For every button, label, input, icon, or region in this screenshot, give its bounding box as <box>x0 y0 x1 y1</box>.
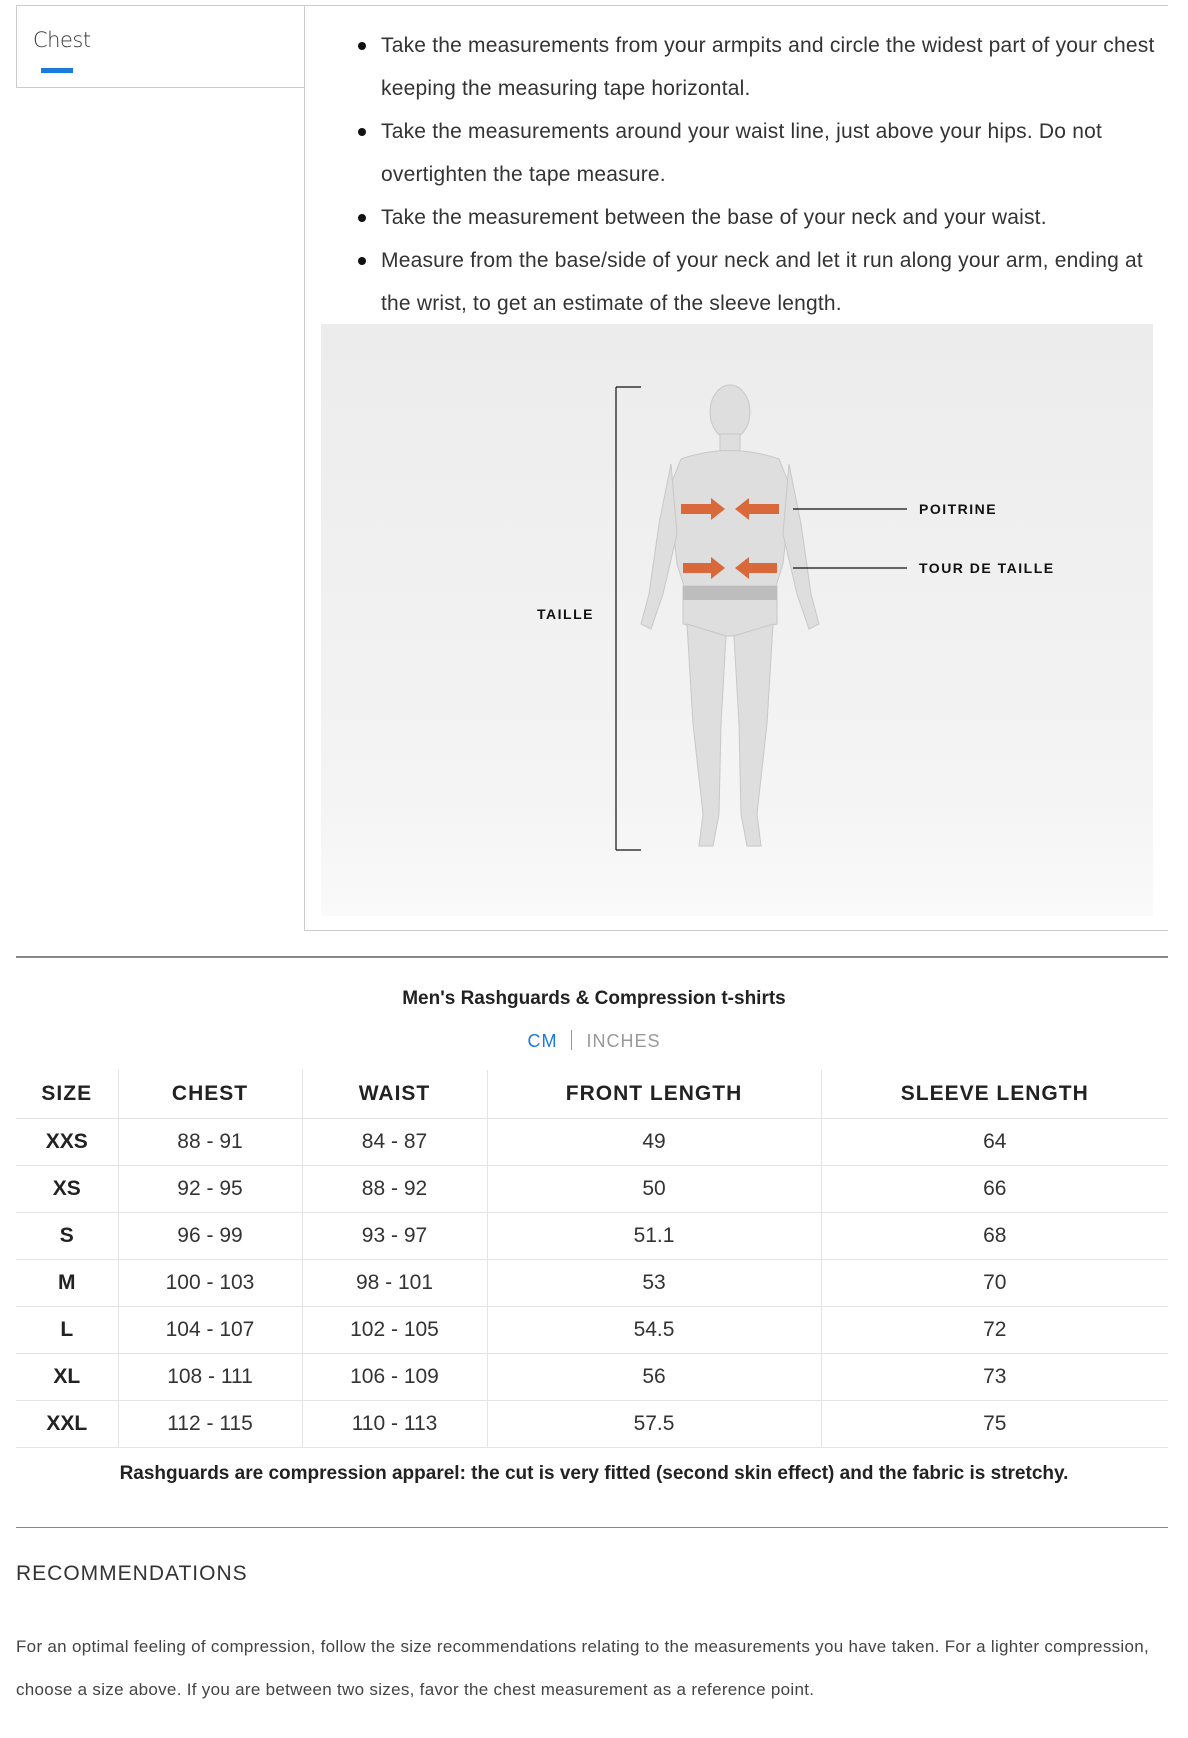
unit-separator <box>571 1030 573 1050</box>
unit-cm-button[interactable]: CM <box>527 1031 558 1051</box>
measurement-figure: POITRINE TOUR DE TAILLE TAILLE <box>321 324 1153 916</box>
chest-cell: 96 - 99 <box>118 1212 303 1260</box>
chest-cell: 100 - 103 <box>118 1259 303 1307</box>
table-header-row: SIZE CHEST WAIST FRONT LENGTH SLEEVE LEN… <box>16 1070 1168 1119</box>
waist-cell: 88 - 92 <box>302 1165 488 1213</box>
waist-cell: 84 - 87 <box>302 1118 488 1166</box>
waist-cell: 110 - 113 <box>302 1400 488 1448</box>
size-cell: M <box>16 1259 119 1307</box>
instruction-waist: Take the measurements around your waist … <box>358 110 1171 196</box>
waist-cell: 102 - 105 <box>302 1306 488 1354</box>
recommendations-text: For an optimal feeling of compression, f… <box>16 1637 1150 1699</box>
recommendations-heading: RECOMMENDATIONS <box>16 1562 248 1585</box>
sleeve-length-cell: 68 <box>821 1212 1168 1260</box>
header-front-length: FRONT LENGTH <box>487 1070 822 1119</box>
waist-cell: 98 - 101 <box>302 1259 488 1307</box>
instruction-chest: Take the measurements from your armpits … <box>358 24 1171 110</box>
waist-cell: 106 - 109 <box>302 1353 488 1401</box>
table-row: S 96 - 99 93 - 97 51.1 68 <box>16 1212 1168 1260</box>
front-length-cell: 51.1 <box>487 1212 822 1260</box>
unit-toggle: CM INCHES <box>0 1030 1188 1052</box>
front-length-cell: 54.5 <box>487 1306 822 1354</box>
header-size: SIZE <box>16 1070 119 1119</box>
front-length-cell: 50 <box>487 1165 822 1213</box>
table-row: L 104 - 107 102 - 105 54.5 72 <box>16 1306 1168 1354</box>
sleeve-length-cell: 75 <box>821 1400 1168 1448</box>
front-length-cell: 53 <box>487 1259 822 1307</box>
sleeve-length-cell: 73 <box>821 1353 1168 1401</box>
front-length-cell: 49 <box>487 1118 822 1166</box>
table-row: XXL 112 - 115 110 - 113 57.5 75 <box>16 1400 1168 1448</box>
sleeve-length-cell: 72 <box>821 1306 1168 1354</box>
divider <box>16 1527 1168 1528</box>
size-chart-note: Rashguards are compression apparel: the … <box>119 1463 1069 1484</box>
instruction-sleeve-length: Measure from the base/side of your neck … <box>358 239 1171 325</box>
chest-label: POITRINE <box>919 501 997 517</box>
height-label: TAILLE <box>537 606 594 622</box>
chest-cell: 112 - 115 <box>118 1400 303 1448</box>
size-cell: XXS <box>16 1118 119 1166</box>
sleeve-length-cell: 64 <box>821 1118 1168 1166</box>
size-chart-table: SIZE CHEST WAIST FRONT LENGTH SLEEVE LEN… <box>16 1070 1168 1448</box>
chest-cell: 104 - 107 <box>118 1306 303 1354</box>
size-cell: XS <box>16 1165 119 1213</box>
table-row: XS 92 - 95 88 - 92 50 66 <box>16 1165 1168 1213</box>
header-chest: CHEST <box>118 1070 303 1119</box>
mannequin-illustration: POITRINE TOUR DE TAILLE TAILLE <box>537 384 1055 851</box>
size-cell: XXL <box>16 1400 119 1448</box>
divider <box>16 956 1168 958</box>
chest-cell: 92 - 95 <box>118 1165 303 1213</box>
size-chart-title: Men's Rashguards & Compression t-shirts <box>402 988 786 1009</box>
front-length-cell: 57.5 <box>487 1400 822 1448</box>
tab-label: Chest <box>33 28 91 52</box>
waist-label: TOUR DE TAILLE <box>919 560 1055 576</box>
instruction-front-length: Take the measurement between the base of… <box>358 196 1171 239</box>
table-row: XL 108 - 111 106 - 109 56 73 <box>16 1353 1168 1401</box>
header-sleeve-length: SLEEVE LENGTH <box>821 1070 1168 1119</box>
chest-cell: 88 - 91 <box>118 1118 303 1166</box>
chest-cell: 108 - 111 <box>118 1353 303 1401</box>
tab-chest[interactable]: Chest <box>16 5 304 88</box>
front-length-cell: 56 <box>487 1353 822 1401</box>
size-cell: S <box>16 1212 119 1260</box>
instruction-list: Take the measurements from your armpits … <box>358 24 1171 325</box>
size-cell: XL <box>16 1353 119 1401</box>
size-cell: L <box>16 1306 119 1354</box>
sleeve-length-cell: 70 <box>821 1259 1168 1307</box>
sleeve-length-cell: 66 <box>821 1165 1168 1213</box>
unit-inches-button[interactable]: INCHES <box>586 1031 661 1051</box>
table-row: XXS 88 - 91 84 - 87 49 64 <box>16 1118 1168 1166</box>
waist-cell: 93 - 97 <box>302 1212 488 1260</box>
table-row: M 100 - 103 98 - 101 53 70 <box>16 1259 1168 1307</box>
header-waist: WAIST <box>302 1070 488 1119</box>
active-tab-indicator <box>41 68 73 73</box>
measurement-panel: Take the measurements from your armpits … <box>304 5 1168 931</box>
